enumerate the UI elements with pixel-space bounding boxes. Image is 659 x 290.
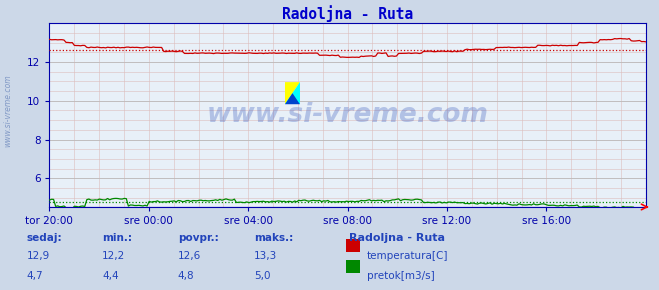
Text: Radoljna - Ruta: Radoljna - Ruta [349, 233, 445, 243]
Text: povpr.:: povpr.: [178, 233, 219, 243]
Text: 5,0: 5,0 [254, 271, 270, 281]
Text: min.:: min.: [102, 233, 132, 243]
Text: www.si-vreme.com: www.si-vreme.com [207, 102, 488, 128]
Text: 13,3: 13,3 [254, 251, 277, 261]
Text: sedaj:: sedaj: [26, 233, 62, 243]
Text: temperatura[C]: temperatura[C] [367, 251, 449, 261]
Text: 4,4: 4,4 [102, 271, 119, 281]
Text: 12,6: 12,6 [178, 251, 201, 261]
Text: 12,2: 12,2 [102, 251, 125, 261]
Text: 12,9: 12,9 [26, 251, 49, 261]
Text: maks.:: maks.: [254, 233, 293, 243]
Text: 4,7: 4,7 [26, 271, 43, 281]
Polygon shape [285, 93, 300, 104]
Polygon shape [285, 82, 300, 104]
Text: 4,8: 4,8 [178, 271, 194, 281]
Title: Radoljna - Ruta: Radoljna - Ruta [282, 5, 413, 22]
Text: pretok[m3/s]: pretok[m3/s] [367, 271, 435, 281]
Text: www.si-vreme.com: www.si-vreme.com [3, 74, 13, 146]
Polygon shape [285, 82, 300, 104]
